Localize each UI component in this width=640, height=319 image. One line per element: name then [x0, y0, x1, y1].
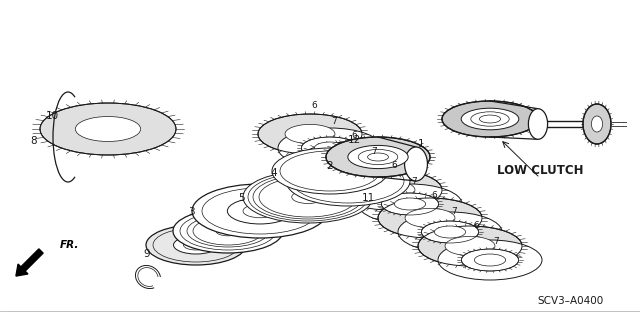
- Text: 5: 5: [238, 193, 244, 203]
- Ellipse shape: [405, 208, 455, 227]
- Ellipse shape: [479, 115, 500, 123]
- Text: 6: 6: [431, 191, 437, 201]
- Ellipse shape: [76, 116, 141, 142]
- Text: 6: 6: [351, 131, 357, 140]
- Ellipse shape: [184, 240, 209, 250]
- Ellipse shape: [398, 212, 502, 252]
- Ellipse shape: [318, 156, 422, 196]
- Ellipse shape: [474, 254, 506, 266]
- Text: 2: 2: [326, 161, 333, 171]
- Ellipse shape: [216, 226, 240, 236]
- Text: 6: 6: [473, 221, 479, 231]
- Ellipse shape: [285, 124, 335, 144]
- Ellipse shape: [325, 152, 375, 172]
- Ellipse shape: [40, 103, 176, 155]
- Ellipse shape: [529, 109, 548, 139]
- Ellipse shape: [146, 225, 246, 265]
- Ellipse shape: [341, 165, 399, 187]
- Ellipse shape: [461, 108, 519, 130]
- Ellipse shape: [378, 198, 482, 238]
- Ellipse shape: [438, 240, 542, 280]
- Ellipse shape: [272, 148, 388, 194]
- Ellipse shape: [173, 236, 218, 254]
- Text: 6: 6: [391, 161, 397, 170]
- FancyArrow shape: [16, 249, 43, 276]
- Text: FR.: FR.: [60, 240, 79, 250]
- Ellipse shape: [301, 137, 358, 159]
- Ellipse shape: [286, 156, 410, 206]
- Text: 8: 8: [30, 136, 36, 146]
- Ellipse shape: [404, 147, 428, 181]
- Ellipse shape: [348, 145, 408, 169]
- Ellipse shape: [298, 142, 402, 182]
- Ellipse shape: [278, 128, 382, 168]
- Ellipse shape: [243, 171, 373, 223]
- Ellipse shape: [243, 204, 277, 218]
- Ellipse shape: [358, 149, 398, 165]
- Ellipse shape: [292, 190, 324, 204]
- Ellipse shape: [583, 104, 611, 144]
- Text: 3: 3: [188, 207, 195, 217]
- Text: SCV3–A0400: SCV3–A0400: [537, 296, 603, 306]
- Text: 4: 4: [270, 168, 276, 178]
- Ellipse shape: [227, 198, 292, 224]
- Text: 6: 6: [311, 101, 317, 110]
- Ellipse shape: [326, 137, 430, 177]
- Text: LOW CLUTCH: LOW CLUTCH: [497, 165, 583, 177]
- Ellipse shape: [591, 116, 603, 132]
- Text: 7: 7: [493, 238, 499, 247]
- Text: 7: 7: [371, 147, 377, 157]
- Ellipse shape: [471, 112, 509, 126]
- Ellipse shape: [445, 236, 495, 256]
- Ellipse shape: [394, 198, 426, 210]
- Text: 7: 7: [451, 207, 457, 217]
- Ellipse shape: [338, 170, 442, 210]
- Ellipse shape: [418, 226, 522, 266]
- Ellipse shape: [367, 153, 388, 161]
- Ellipse shape: [435, 226, 466, 238]
- Text: 12: 12: [348, 135, 361, 145]
- Ellipse shape: [442, 101, 538, 137]
- Text: 9: 9: [143, 249, 150, 259]
- Text: 7: 7: [331, 117, 337, 127]
- Text: 10: 10: [46, 111, 59, 121]
- Ellipse shape: [421, 221, 479, 243]
- Ellipse shape: [355, 170, 385, 182]
- Ellipse shape: [461, 249, 518, 271]
- Ellipse shape: [258, 114, 362, 154]
- Ellipse shape: [192, 184, 328, 238]
- Text: 7: 7: [411, 177, 417, 187]
- Ellipse shape: [314, 142, 346, 154]
- Ellipse shape: [173, 209, 283, 253]
- Ellipse shape: [365, 181, 415, 200]
- Ellipse shape: [358, 184, 462, 224]
- Text: 11: 11: [362, 193, 375, 203]
- Ellipse shape: [381, 193, 438, 215]
- Text: 1: 1: [418, 139, 424, 149]
